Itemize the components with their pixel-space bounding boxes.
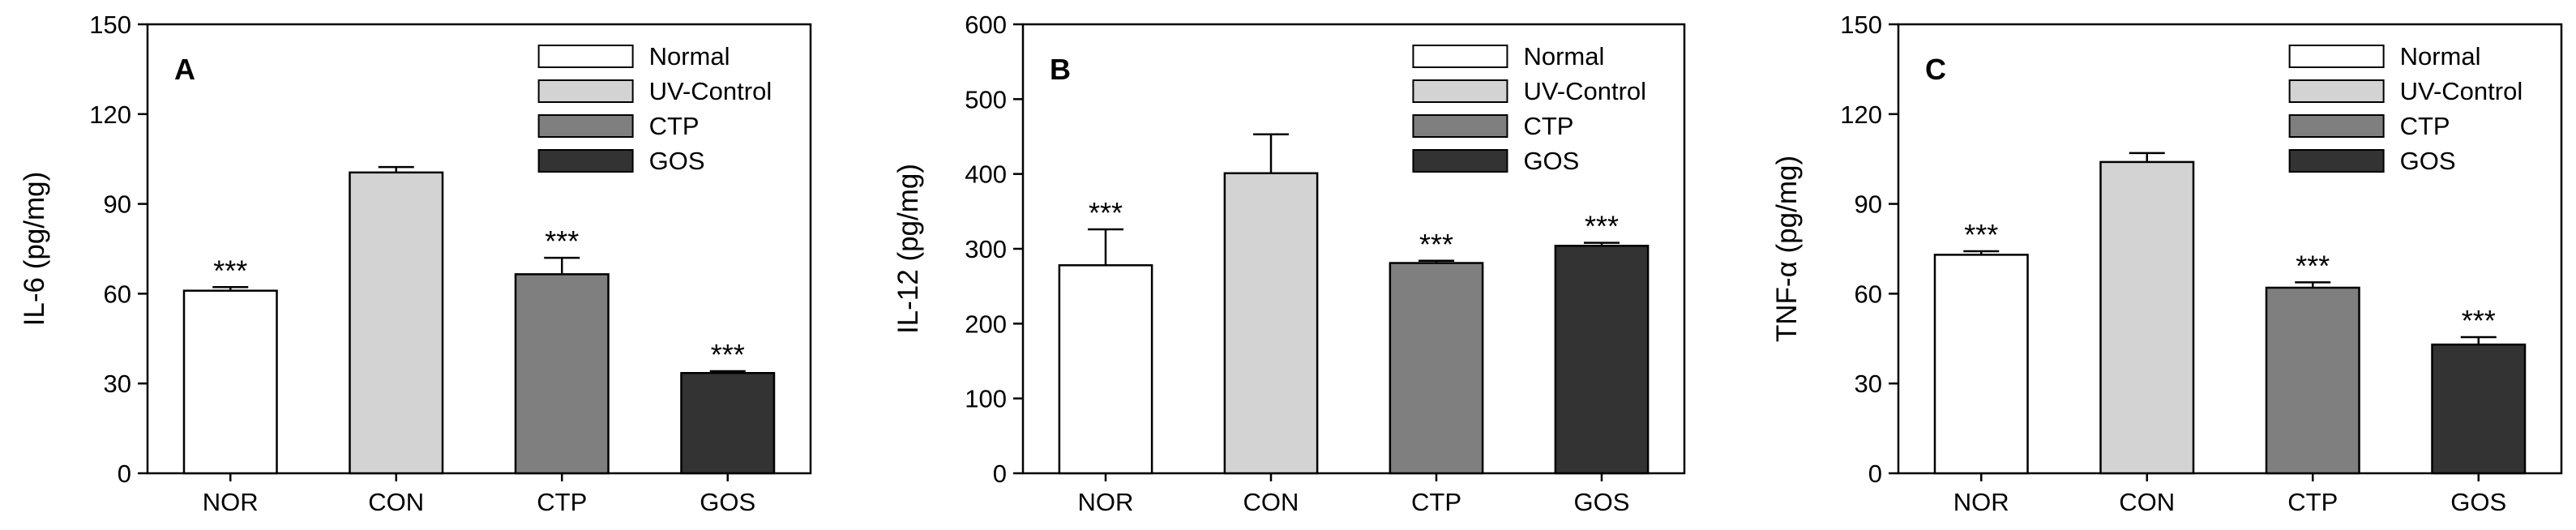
x-tick-label: GOS	[1574, 488, 1630, 516]
plot-frame	[146, 23, 812, 475]
y-tick-label: 150	[89, 11, 131, 39]
x-tick-label: CON	[368, 488, 424, 516]
significance-marker: ***	[1419, 228, 1453, 261]
x-tick-label: NOR	[1078, 488, 1134, 516]
y-tick-label: 60	[104, 280, 131, 308]
legend-label: Normal	[2400, 42, 2481, 71]
y-tick-label: 100	[965, 385, 1007, 413]
panel-letter: C	[1925, 53, 1946, 86]
significance-marker: ***	[2296, 249, 2330, 282]
bar-con	[2099, 160, 2195, 475]
bar-nor	[1058, 264, 1153, 475]
y-tick-label: 0	[118, 459, 131, 488]
legend-swatch	[1412, 149, 1508, 173]
y-tick-label: 90	[104, 190, 131, 219]
bar-nor	[1933, 254, 2029, 475]
significance-marker: ***	[213, 254, 247, 287]
legend-swatch	[2288, 79, 2385, 103]
legend-label: CTP	[649, 112, 700, 140]
significance-marker: ***	[2462, 304, 2496, 337]
y-tick-label: 300	[965, 235, 1007, 263]
bar-con	[1223, 172, 1319, 475]
legend-label: GOS	[1523, 147, 1579, 175]
significance-marker: ***	[1089, 196, 1123, 229]
bar-ctp	[514, 273, 610, 475]
y-tick-label: 120	[1840, 100, 1882, 129]
y-tick-label: 600	[965, 11, 1007, 39]
legend-swatch	[1412, 45, 1508, 68]
x-tick-label: NOR	[203, 488, 259, 516]
x-tick-label: CTP	[1411, 488, 1461, 516]
x-tick-label: CON	[1243, 488, 1299, 516]
legend-swatch	[2288, 149, 2385, 173]
significance-marker: ***	[545, 224, 579, 258]
bar-gos	[1554, 245, 1650, 475]
legend-label: CTP	[1523, 112, 1573, 140]
legend-swatch	[2288, 45, 2385, 68]
plot-frame	[1897, 23, 2563, 475]
legend-label: Normal	[649, 42, 730, 71]
legend-swatch	[537, 45, 634, 68]
legend-swatch	[537, 79, 634, 103]
bar-gos	[2431, 343, 2527, 475]
bar-gos	[680, 372, 776, 475]
legend-swatch	[1412, 79, 1508, 103]
x-tick-label: GOS	[700, 488, 755, 516]
panel-letter: A	[174, 53, 195, 86]
y-tick-label: 150	[1840, 11, 1882, 39]
legend-swatch	[537, 114, 634, 138]
x-tick-label: CON	[2119, 488, 2175, 516]
y-tick-label: 30	[104, 370, 131, 398]
legend-label: CTP	[2400, 112, 2450, 140]
bar-ctp	[1389, 262, 1484, 475]
legend-swatch	[2288, 114, 2385, 138]
y-tick-label: 0	[1868, 459, 1882, 488]
significance-marker: ***	[1964, 218, 1998, 251]
x-tick-label: GOS	[2450, 488, 2506, 516]
legend-label: Normal	[1523, 42, 1604, 71]
y-axis-title: TNF-α (pg/mg)	[1771, 156, 1803, 342]
x-tick-label: CTP	[2287, 488, 2338, 516]
y-tick-label: 500	[965, 85, 1007, 113]
y-tick-label: 60	[1855, 280, 1882, 308]
significance-marker: ***	[1585, 210, 1619, 243]
legend-label: UV-Control	[649, 77, 772, 105]
y-tick-label: 0	[993, 459, 1007, 488]
bar-con	[349, 171, 444, 475]
y-tick-label: 30	[1855, 370, 1882, 398]
chart-panel-b: 0 100 200 300 400 500 600 IL-12 (pg/mg) *** NOR CO…	[892, 11, 1686, 516]
y-tick-label: 120	[89, 100, 131, 129]
legend-label: UV-Control	[1523, 77, 1646, 105]
legend-swatch	[537, 149, 634, 173]
legend-label: UV-Control	[2400, 77, 2523, 105]
legend-label: GOS	[649, 147, 705, 175]
significance-marker: ***	[711, 338, 745, 371]
bar-ctp	[2265, 286, 2360, 475]
chart-panel-a: 0 30 60 90 120 150 IL-6 (pg/mg) *** NOR CON *** CTP…	[19, 11, 812, 516]
x-tick-label: NOR	[1953, 488, 2009, 516]
chart-panel-c: 0 30 60 90 120 150 TNF-α (pg/mg) *** NOR CON *** CT…	[1771, 11, 2563, 516]
panel-letter: B	[1050, 53, 1071, 86]
y-axis-title: IL-12 (pg/mg)	[892, 164, 924, 334]
bar-nor	[182, 289, 278, 475]
x-tick-label: CTP	[537, 488, 587, 516]
y-tick-label: 200	[965, 310, 1007, 338]
y-axis-title: IL-6 (pg/mg)	[19, 172, 50, 327]
legend-swatch	[1412, 114, 1508, 138]
legend-label: GOS	[2400, 147, 2456, 175]
y-tick-label: 400	[965, 160, 1007, 189]
y-tick-label: 90	[1855, 190, 1882, 219]
